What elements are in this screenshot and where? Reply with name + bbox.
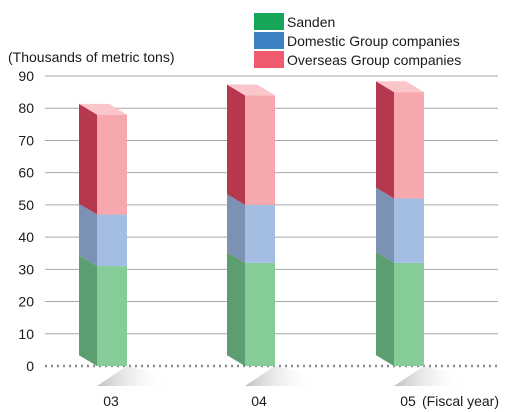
bar-segment-side <box>376 81 394 199</box>
y-tick-label: 10 <box>18 326 34 342</box>
bar-segment <box>97 114 127 215</box>
bar-segment-side <box>227 194 245 263</box>
legend: Sanden Domestic Group companies Overseas G… <box>254 13 461 68</box>
bar-segment <box>97 214 127 267</box>
bar-segment-side <box>79 255 97 366</box>
bar-segment-side <box>79 103 97 215</box>
legend-label: Domestic Group companies <box>287 33 460 49</box>
y-axis: 0 10 20 30 40 50 60 70 80 90 <box>18 68 34 374</box>
y-tick-label: 50 <box>18 197 34 213</box>
y-tick-label: 70 <box>18 132 34 148</box>
y-tick-label: 20 <box>18 294 34 310</box>
y-tick-label: 0 <box>26 358 34 374</box>
bar-shadow <box>394 366 464 386</box>
bar-stack <box>376 81 464 386</box>
bar-segment-side <box>376 252 394 366</box>
bar-segment-side <box>227 84 245 205</box>
legend-label: Overseas Group companies <box>287 52 461 68</box>
bar-segment <box>97 266 127 366</box>
bar-top <box>227 84 275 96</box>
bar-segment <box>245 95 275 205</box>
legend-swatch <box>254 32 284 49</box>
legend-swatch <box>254 13 284 30</box>
x-tick-label: 03 <box>103 393 119 409</box>
x-tick-label: 04 <box>251 393 267 409</box>
bar-segment <box>394 92 424 199</box>
x-axis-suffix: (Fiscal year) <box>422 393 499 409</box>
bar-segment <box>394 262 424 366</box>
bar-segment-side <box>376 187 394 263</box>
bar-top <box>376 81 424 93</box>
bar-segment <box>245 262 275 366</box>
y-axis-label: (Thousands of metric tons) <box>8 49 175 65</box>
bar-segment-side <box>79 203 97 267</box>
bar-segment <box>245 204 275 263</box>
bar-stack <box>227 84 315 386</box>
bar-top <box>79 103 127 115</box>
bar-shadow <box>97 366 167 386</box>
x-axis: 03 04 05 (Fiscal year) <box>103 393 499 409</box>
y-tick-label: 90 <box>18 68 34 84</box>
x-tick-label: 05 <box>400 393 416 409</box>
bar-segment <box>394 198 424 263</box>
y-tick-label: 40 <box>18 229 34 245</box>
bar-segment-side <box>227 252 245 366</box>
legend-label: Sanden <box>287 14 335 30</box>
bar-shadow <box>245 366 315 386</box>
y-tick-label: 80 <box>18 100 34 116</box>
y-tick-label: 60 <box>18 165 34 181</box>
y-tick-label: 30 <box>18 261 34 277</box>
bar-stack <box>79 103 167 386</box>
legend-swatch <box>254 51 284 68</box>
bars <box>79 81 464 386</box>
